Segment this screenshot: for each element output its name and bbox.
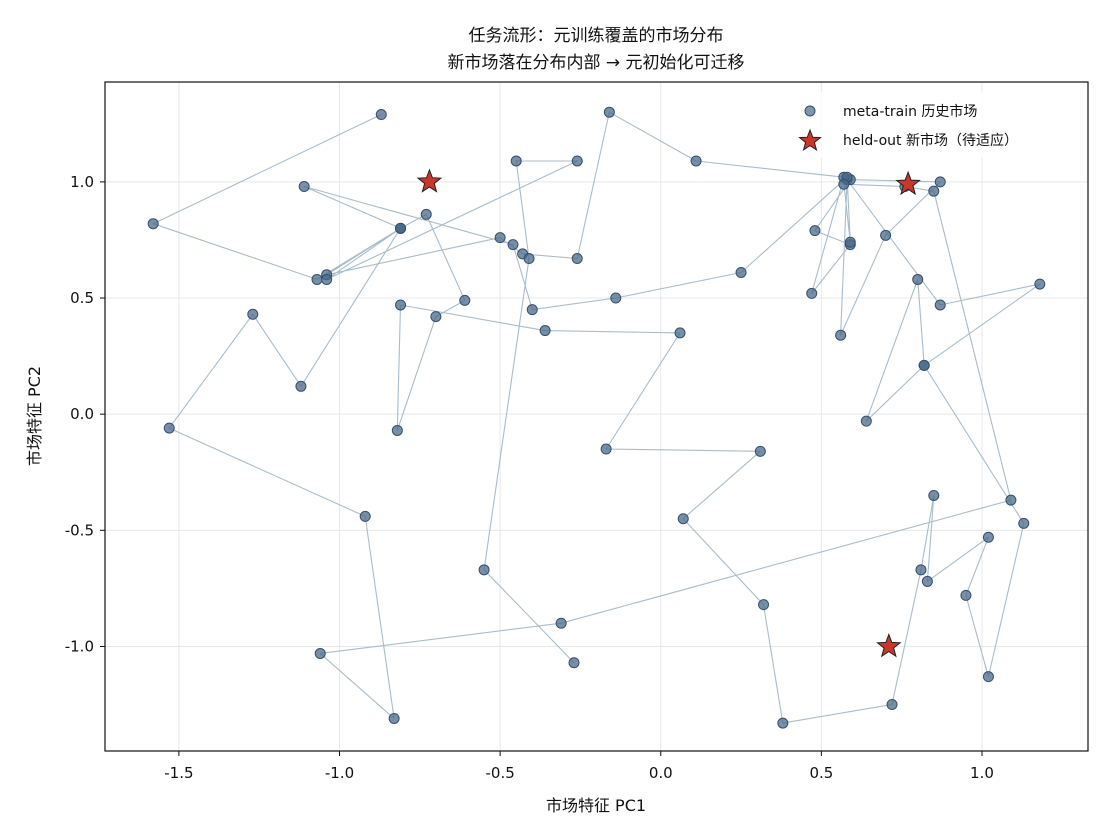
- meta-train-market-point: [886, 699, 898, 711]
- meta-train-market-point: [314, 647, 326, 659]
- legend-label-meta-train: meta-train 历史市场: [843, 103, 977, 120]
- x-tick-label: -0.5: [485, 764, 514, 782]
- x-tick-label: -1.5: [164, 764, 193, 782]
- meta-train-market-point: [321, 273, 333, 285]
- meta-train-market-point: [610, 292, 622, 304]
- y-tick-label: 0.0: [70, 405, 94, 423]
- x-axis-label: 市场特征 PC1: [546, 796, 646, 815]
- held-out-market-point: [876, 633, 902, 658]
- series-line-0: [152, 111, 1041, 724]
- meta-train-market-point: [391, 424, 403, 436]
- y-axis-label: 市场特征 PC2: [25, 366, 44, 466]
- meta-train-market-point: [163, 422, 175, 434]
- meta-train-market-point: [555, 617, 567, 629]
- meta-train-market-point: [806, 287, 818, 299]
- meta-train-market-point: [507, 239, 519, 251]
- meta-train-market-point: [915, 564, 927, 576]
- meta-train-market-point: [934, 176, 946, 188]
- meta-train-market-point: [860, 415, 872, 427]
- meta-train-market-point: [844, 236, 856, 248]
- x-tick-label: -1.0: [325, 764, 354, 782]
- meta-train-market-point: [880, 229, 892, 241]
- meta-train-market-point: [311, 273, 323, 285]
- meta-train-market-point: [359, 510, 371, 522]
- meta-train-market-point: [459, 294, 471, 306]
- meta-train-market-point: [735, 266, 747, 278]
- meta-train-market-point: [754, 445, 766, 457]
- meta-train-market-point: [478, 564, 490, 576]
- meta-train-market-point: [600, 443, 612, 455]
- y-tick-label: -1.0: [65, 637, 94, 655]
- meta-train-market-point: [1034, 278, 1046, 290]
- y-tick-label: -0.5: [65, 521, 94, 539]
- meta-train-market-point: [247, 308, 259, 320]
- meta-train-market-point: [1005, 494, 1017, 506]
- meta-train-market-point: [982, 671, 994, 683]
- meta-train-market-point: [571, 253, 583, 265]
- meta-train-market-point: [1018, 517, 1030, 529]
- meta-train-market-point: [982, 531, 994, 543]
- legend: meta-train 历史市场 held-out 新市场（待适应）: [790, 92, 1080, 158]
- grid: [105, 82, 1088, 751]
- meta-train-market-point: [395, 222, 407, 234]
- meta-train-market-point: [526, 304, 538, 316]
- meta-train-market-point: [835, 329, 847, 341]
- meta-train-market-point: [375, 109, 387, 121]
- meta-train-market-point: [921, 575, 933, 587]
- y-tick-label: 1.0: [70, 173, 94, 191]
- meta-train-market-point: [928, 489, 940, 501]
- meta-train-market-point: [674, 327, 686, 339]
- meta-train-market-point: [298, 181, 310, 193]
- y-tick-label: 0.5: [70, 289, 94, 307]
- meta-train-market-point: [690, 155, 702, 167]
- plot-frame: [104, 81, 1089, 752]
- meta-train-market-point: [934, 299, 946, 311]
- meta-train-market-point: [809, 225, 821, 237]
- meta-train-market-point: [912, 273, 924, 285]
- meta-train-market-point: [838, 178, 850, 190]
- meta-train-market-point: [928, 185, 940, 197]
- meta-train-market-point: [777, 717, 789, 729]
- meta-train-market-point: [147, 218, 159, 230]
- meta-train-market-point: [295, 380, 307, 392]
- series-connections: [152, 111, 1041, 724]
- legend-marker-held-out: [798, 128, 822, 152]
- x-tick-label: 1.0: [970, 764, 994, 782]
- meta-train-market-point: [395, 299, 407, 311]
- x-tick-label: 0.5: [809, 764, 833, 782]
- chart-subtitle: 新市场落在分布内部 → 元初始化可迁移: [447, 53, 744, 73]
- legend-marker-meta-train: [804, 105, 816, 117]
- meta-train-market-point: [571, 155, 583, 167]
- chart-title: 任务流形：元训练覆盖的市场分布: [469, 26, 724, 46]
- meta-train-market-point: [539, 325, 551, 337]
- y-axis-ticks: -1.0 -0.5 0.0 0.5 1.0: [65, 173, 105, 655]
- x-axis-ticks: -1.5 -1.0 -0.5 0.0 0.5 1.0: [164, 751, 994, 782]
- meta-train-market-point: [568, 657, 580, 669]
- meta-train-market-point: [603, 106, 615, 118]
- meta-train-market-point: [420, 208, 432, 220]
- meta-train-market-point: [918, 359, 930, 371]
- legend-box: [790, 92, 1080, 158]
- meta-train-market-point: [510, 155, 522, 167]
- meta-train-market-point: [388, 712, 400, 724]
- meta-train-market-point: [523, 253, 535, 265]
- meta-train-market-point: [677, 513, 689, 525]
- data-points: [147, 106, 1046, 729]
- held-out-market-point: [895, 170, 921, 196]
- legend-label-held-out: held-out 新市场（待适应）: [843, 132, 1018, 149]
- x-tick-label: 0.0: [649, 764, 673, 782]
- meta-train-market-point: [430, 311, 442, 323]
- held-out-market-point: [416, 168, 443, 193]
- meta-train-market-point: [960, 589, 972, 601]
- meta-train-market-point: [494, 232, 506, 244]
- meta-train-market-point: [758, 599, 770, 611]
